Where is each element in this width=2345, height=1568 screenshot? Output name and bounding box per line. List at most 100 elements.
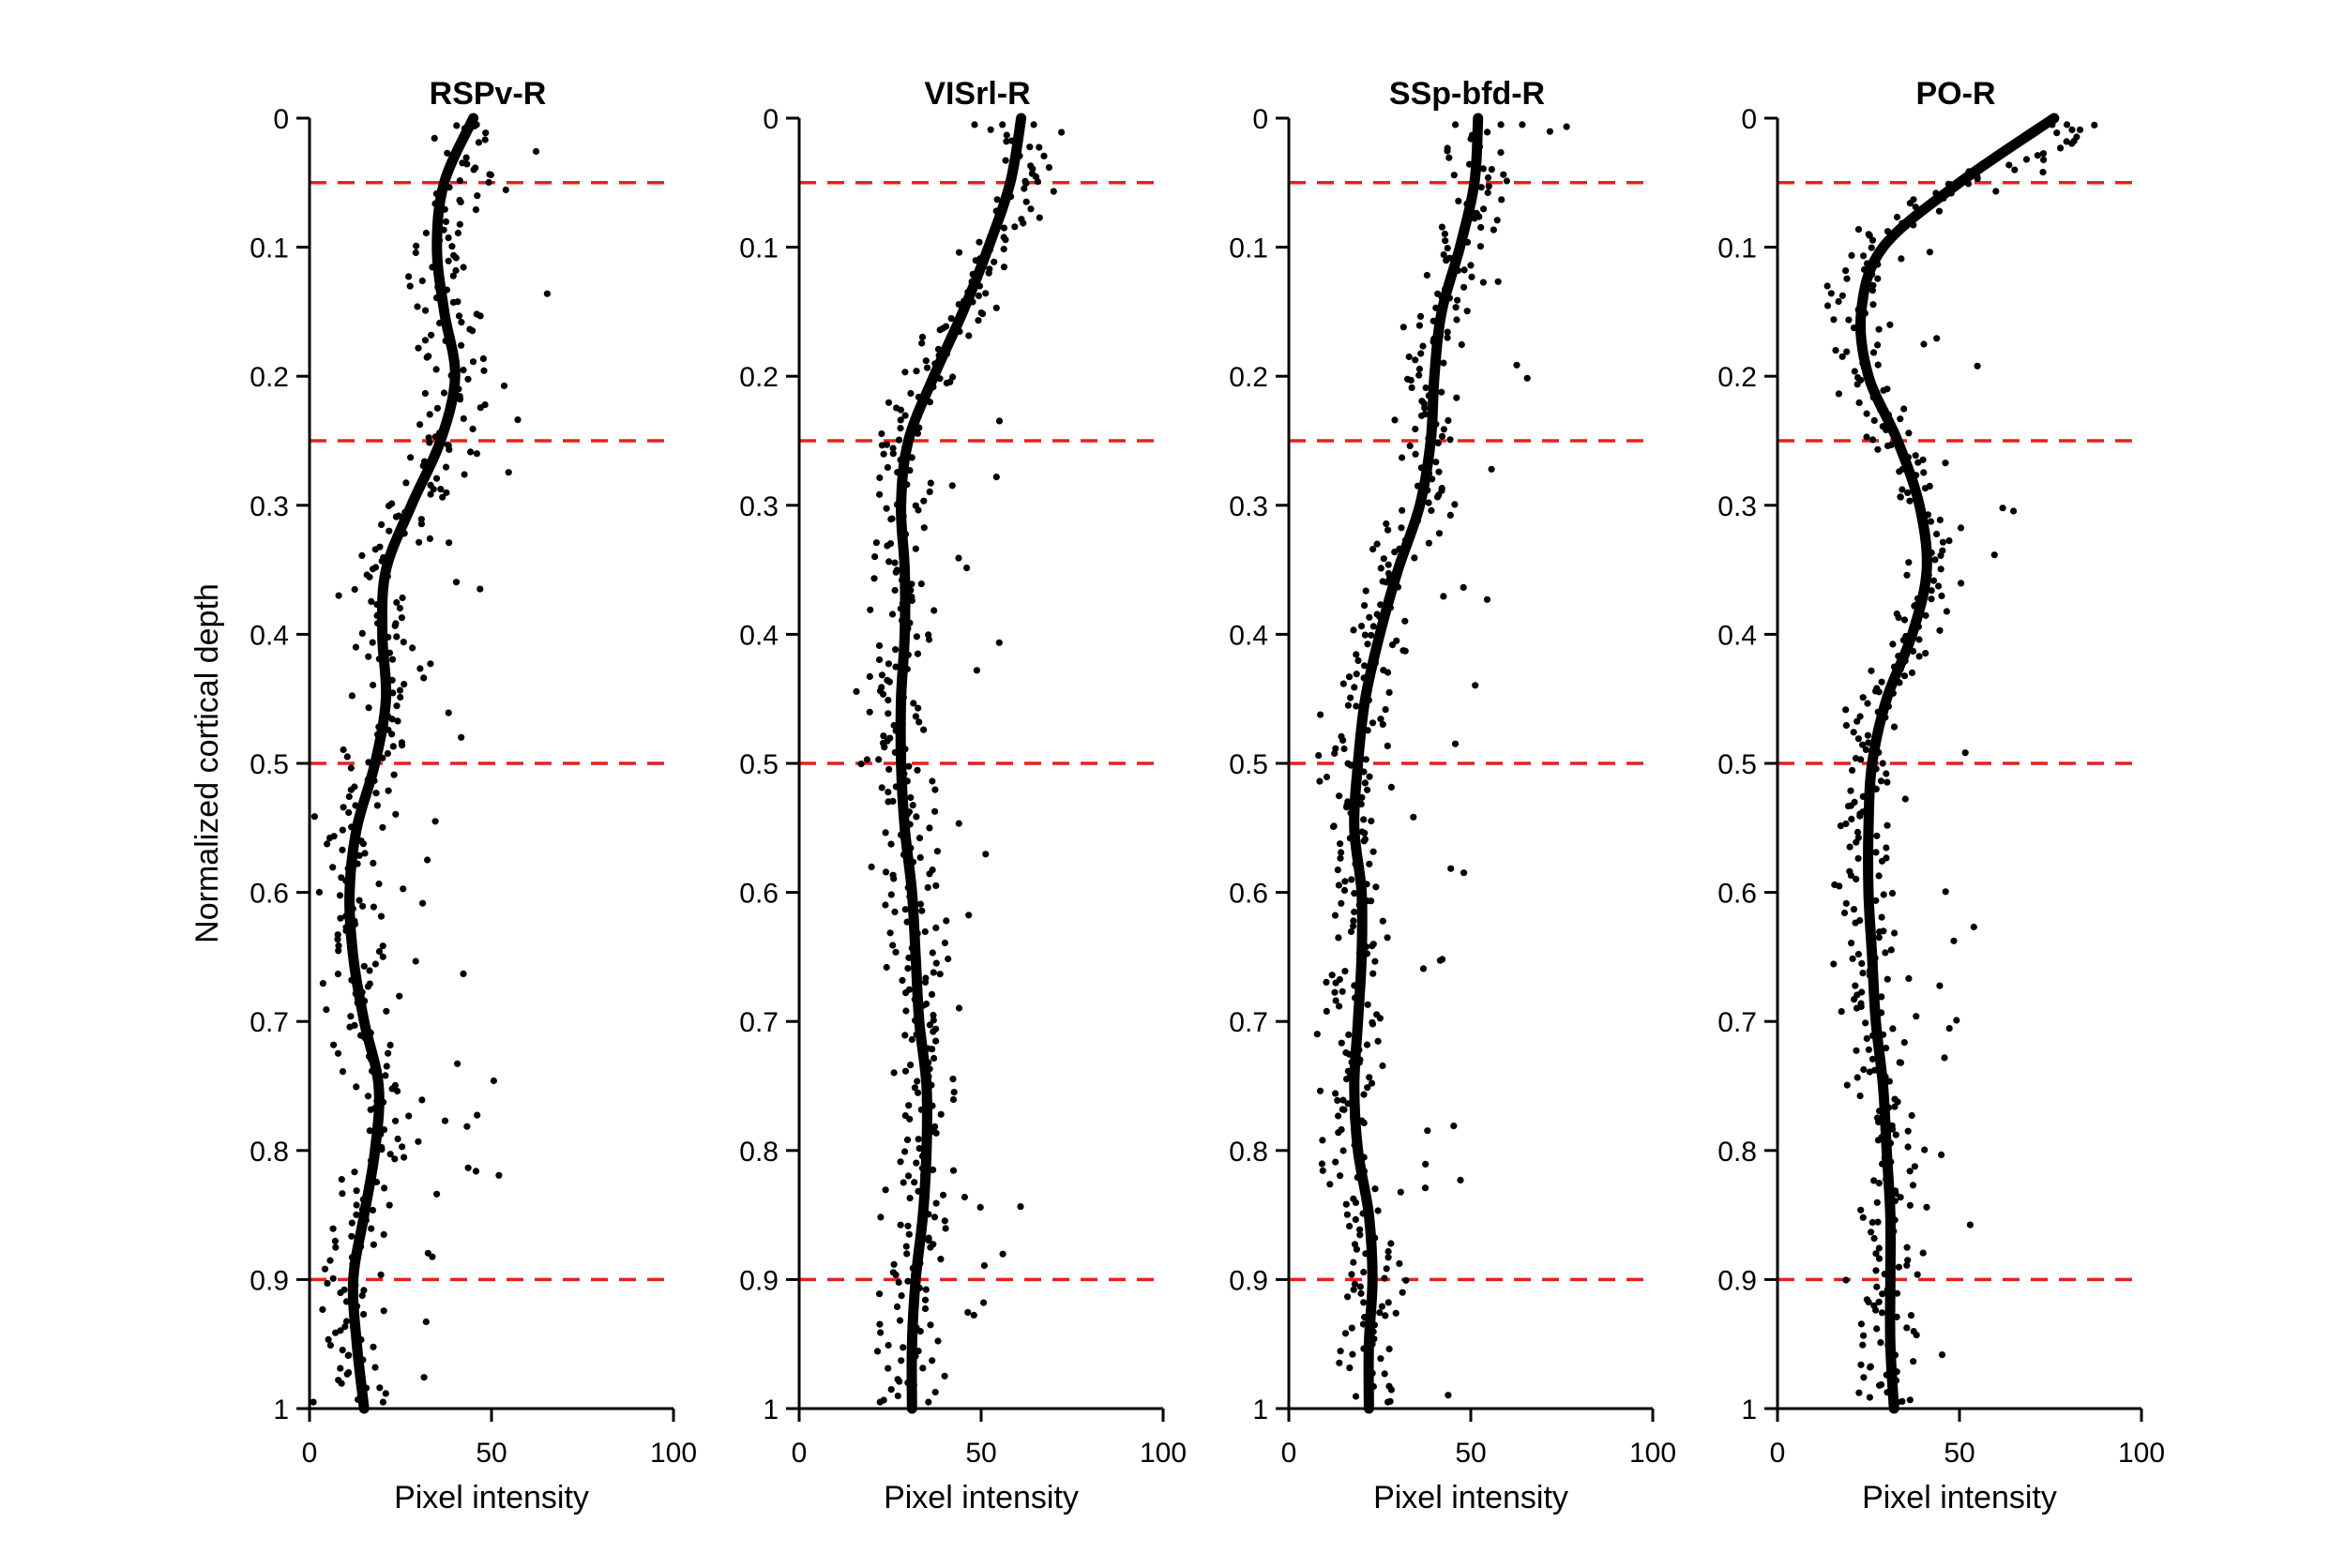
data-point	[460, 367, 467, 374]
data-point	[449, 272, 457, 279]
data-point	[1970, 923, 1977, 931]
data-point	[1335, 1129, 1342, 1137]
data-point	[915, 835, 924, 842]
data-point	[1058, 128, 1066, 136]
data-point	[1884, 975, 1891, 983]
data-point	[877, 1214, 885, 1221]
data-point	[955, 554, 962, 562]
data-point	[353, 1187, 360, 1195]
data-point	[924, 883, 931, 892]
data-point	[472, 1168, 480, 1175]
data-point	[446, 539, 453, 547]
data-point	[1894, 1098, 1901, 1106]
data-point	[1339, 1106, 1346, 1113]
data-point	[1335, 934, 1342, 942]
data-point	[976, 1203, 984, 1211]
data-point	[1966, 1221, 1974, 1229]
data-point	[485, 178, 492, 187]
data-point	[358, 1291, 366, 1300]
data-point	[452, 254, 460, 262]
data-point	[1368, 631, 1375, 639]
data-point	[1460, 583, 1467, 592]
data-point	[1904, 1127, 1912, 1135]
data-point	[1354, 656, 1362, 665]
data-point	[1859, 1214, 1867, 1221]
data-point	[1873, 1283, 1881, 1290]
y-tick-label: 0.2	[250, 362, 289, 393]
data-point	[1851, 996, 1858, 1003]
data-point	[370, 1241, 377, 1248]
data-point	[1412, 450, 1419, 458]
data-point	[375, 880, 383, 888]
data-point	[477, 585, 484, 593]
data-point	[310, 1398, 317, 1406]
data-point	[1904, 489, 1912, 497]
data-point	[324, 1279, 331, 1287]
data-point	[915, 1145, 923, 1153]
data-point	[1435, 530, 1444, 537]
y-tick-label: 0.9	[250, 1265, 289, 1296]
y-tick-label: 0.5	[1717, 749, 1757, 780]
data-point	[1432, 459, 1440, 466]
data-point	[382, 1390, 389, 1397]
data-point	[907, 389, 915, 398]
data-point	[1513, 361, 1520, 369]
data-point	[1381, 1370, 1388, 1378]
data-point	[980, 1261, 988, 1270]
data-point	[1898, 255, 1905, 263]
data-point	[897, 416, 904, 424]
data-point	[1913, 1013, 1920, 1020]
data-point	[901, 412, 909, 419]
data-point	[931, 807, 939, 815]
data-point	[1357, 623, 1366, 630]
data-point	[882, 829, 889, 837]
data-point	[360, 1310, 368, 1319]
data-point	[1872, 897, 1880, 904]
data-point	[1945, 1025, 1953, 1033]
data-point	[1387, 783, 1395, 792]
data-point	[904, 1222, 912, 1229]
data-point	[319, 980, 326, 988]
data-point	[1397, 1188, 1404, 1196]
data-point	[1915, 636, 1923, 643]
data-point	[915, 506, 922, 514]
data-point	[1350, 1259, 1357, 1266]
data-point	[930, 969, 937, 976]
data-point	[1909, 1182, 1917, 1189]
data-point	[1919, 1249, 1927, 1257]
data-point	[1337, 840, 1344, 848]
data-point	[324, 840, 331, 848]
data-point	[383, 1007, 390, 1015]
data-point	[1346, 1364, 1354, 1372]
data-point	[943, 917, 950, 925]
data-point	[386, 1041, 394, 1048]
data-point	[1323, 773, 1331, 781]
data-point	[1842, 1276, 1850, 1284]
data-point	[1877, 1339, 1884, 1347]
data-point	[920, 497, 928, 505]
data-point	[1332, 997, 1339, 1004]
data-point	[1363, 1041, 1371, 1048]
data-point	[885, 399, 893, 406]
y-tick-label: 0.3	[1717, 491, 1757, 522]
data-point	[1853, 1004, 1861, 1012]
data-point	[1860, 252, 1868, 260]
data-point	[1897, 1194, 1904, 1201]
data-point	[1957, 524, 1965, 532]
data-point	[1906, 1201, 1914, 1209]
data-point	[1335, 1112, 1342, 1120]
trend-line	[895, 113, 1027, 1414]
data-point	[1849, 955, 1856, 962]
data-point	[878, 671, 886, 679]
data-point	[1371, 1185, 1379, 1193]
data-point	[1887, 946, 1895, 954]
data-point	[1361, 602, 1369, 610]
data-point	[440, 389, 448, 397]
data-point	[1334, 867, 1341, 874]
data-point	[1838, 1008, 1845, 1016]
data-point	[348, 1232, 356, 1240]
data-point	[880, 732, 887, 740]
data-point	[875, 641, 884, 650]
data-point	[360, 1287, 368, 1294]
data-point	[1935, 207, 1944, 215]
